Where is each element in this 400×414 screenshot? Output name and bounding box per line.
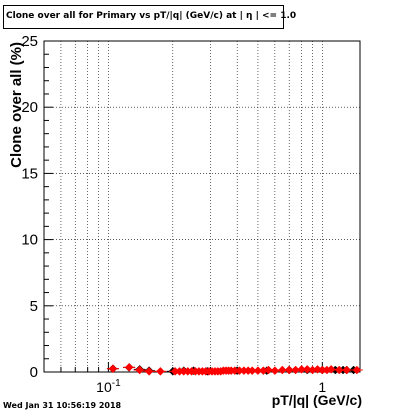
data-points bbox=[106, 363, 363, 376]
x-tick-label: 1 bbox=[318, 379, 326, 395]
y-tick-label: 5 bbox=[30, 298, 38, 315]
data-point bbox=[270, 366, 280, 376]
x-tick-label: 10-1 bbox=[96, 378, 121, 395]
grid-lines bbox=[43, 41, 360, 372]
data-point bbox=[144, 366, 154, 376]
y-tick-label: 10 bbox=[21, 232, 38, 249]
data-point bbox=[277, 365, 287, 375]
chart-title-box bbox=[3, 5, 284, 29]
chart-title: Clone over all for Primary vs pT/|q| (Ge… bbox=[6, 11, 297, 21]
y-tick-label: 0 bbox=[30, 364, 38, 381]
y-tick-label: 20 bbox=[21, 99, 38, 116]
x-axis-ticks: 10-1 1 bbox=[43, 362, 326, 395]
y-tick-label: 25 bbox=[21, 33, 38, 50]
data-point bbox=[124, 363, 134, 372]
data-point bbox=[264, 365, 273, 375]
data-point bbox=[284, 365, 294, 375]
y-tick-label: 15 bbox=[21, 165, 38, 182]
y-axis-label: Clone over all (%) bbox=[8, 42, 25, 168]
data-point bbox=[342, 365, 352, 375]
timestamp-footer: Wed Jan 31 10:56:19 2018 bbox=[3, 401, 122, 410]
data-point bbox=[334, 365, 344, 375]
x-axis-label: pT/|q| (GeV/c) bbox=[272, 392, 362, 408]
data-point bbox=[326, 364, 336, 374]
data-point bbox=[108, 364, 118, 374]
data-point bbox=[302, 364, 312, 374]
data-point bbox=[156, 366, 165, 376]
data-point bbox=[352, 365, 362, 375]
y-axis-ticks: 0 5 10 15 20 25 bbox=[21, 33, 53, 381]
data-point bbox=[135, 365, 145, 375]
